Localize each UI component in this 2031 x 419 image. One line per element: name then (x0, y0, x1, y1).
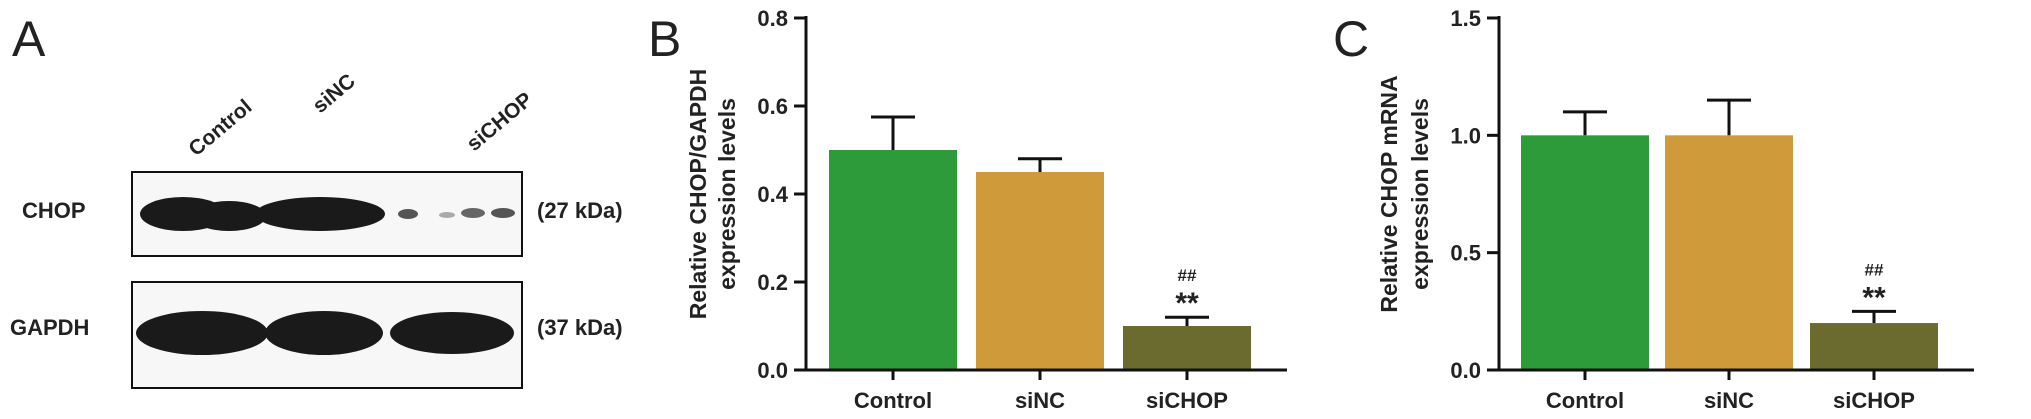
panel-a: A Control siNC siCHOP CHOP GAPDH (27 kDa… (10, 11, 623, 389)
band-chop-sichop-c (461, 208, 485, 218)
band-chop-sichop-b (439, 212, 455, 218)
chart-c-bar-0 (1521, 135, 1649, 370)
chart-b-ytick-label-2: 0.4 (757, 182, 788, 207)
chart-b-ytick-label-1: 0.2 (757, 270, 788, 295)
row-label-chop: CHOP (22, 198, 86, 223)
chart-b-ylabel-line1: Relative CHOP/GAPDH (685, 69, 711, 320)
chart-b-ytick-label-0: 0.0 (757, 358, 788, 383)
chart-c-bar-1 (1665, 135, 1793, 370)
chart-c-annotation-hash: ## (1865, 260, 1884, 279)
blot-strip-chop (131, 171, 523, 257)
size-label-gapdh: (37 kDa) (537, 315, 623, 340)
panel-c: C Control siNC siCHOP ## ** 0.0 0.5 1.0 1.5 Relat… (1333, 6, 1974, 413)
panel-a-letter: A (12, 11, 46, 67)
blot-strip-gapdh (131, 281, 523, 389)
band-gapdh-sinc (265, 311, 383, 355)
chart-b-xtick-label-1: siNC (1015, 388, 1065, 413)
chart-b-xtick-label-0: Control (854, 388, 932, 413)
chart-c-ytick-label-2: 1.0 (1450, 123, 1481, 148)
panel-c-letter: C (1333, 11, 1369, 67)
chart-b-bar-2 (1123, 326, 1251, 370)
band-chop-control-right (192, 201, 266, 231)
chart-c-xtick-label-1: siNC (1704, 388, 1754, 413)
chart-c-xtick-label-0: Control (1546, 388, 1624, 413)
chart-c-ylabel-line2: expression levels (1407, 98, 1433, 290)
band-gapdh-control (136, 311, 268, 355)
chart-b-annotation-stars: ** (1175, 287, 1199, 320)
lane-label-sichop: siCHOP (462, 88, 537, 156)
band-chop-sichop-d (491, 208, 515, 218)
band-chop-sinc (255, 197, 385, 231)
chart-c-ylabel-line1: Relative CHOP mRNA (1376, 75, 1402, 312)
chart-b: Control siNC siCHOP ## ** 0.0 0.2 0.4 0.6 0.8 Rela… (685, 6, 1287, 413)
band-gapdh-sichop (390, 312, 514, 354)
chart-c-bar-2 (1810, 323, 1938, 370)
lane-label-sinc: siNC (308, 69, 359, 117)
chart-b-bar-1 (976, 172, 1104, 370)
chart-c-annotation-stars: ** (1862, 281, 1886, 314)
chart-b-xtick-label-2: siCHOP (1146, 388, 1228, 413)
row-label-gapdh: GAPDH (10, 315, 89, 340)
chart-c: Control siNC siCHOP ## ** 0.0 0.5 1.0 1.5 Relativ… (1376, 6, 1974, 413)
chart-b-bar-0 (829, 150, 957, 370)
chart-b-ytick-label-3: 0.6 (757, 94, 788, 119)
chart-c-ytick-label-0: 0.0 (1450, 358, 1481, 383)
chart-c-ytick-label-3: 1.5 (1450, 6, 1481, 31)
chart-c-xtick-label-2: siCHOP (1833, 388, 1915, 413)
chart-b-ylabel-line2: expression levels (714, 98, 740, 290)
chart-c-ytick-label-1: 0.5 (1450, 241, 1481, 266)
lane-label-control: Control (184, 95, 256, 161)
size-label-chop: (27 kDa) (537, 198, 623, 223)
panel-b-letter: B (648, 11, 681, 67)
panel-b: B Control siNC siCHOP ## ** 0.0 0.2 0.4 0.6 0.8 Re… (648, 6, 1287, 413)
chart-b-ytick-label-4: 0.8 (757, 6, 788, 31)
chart-b-annotation-hash: ## (1178, 266, 1197, 285)
band-chop-sichop-a (398, 209, 418, 219)
